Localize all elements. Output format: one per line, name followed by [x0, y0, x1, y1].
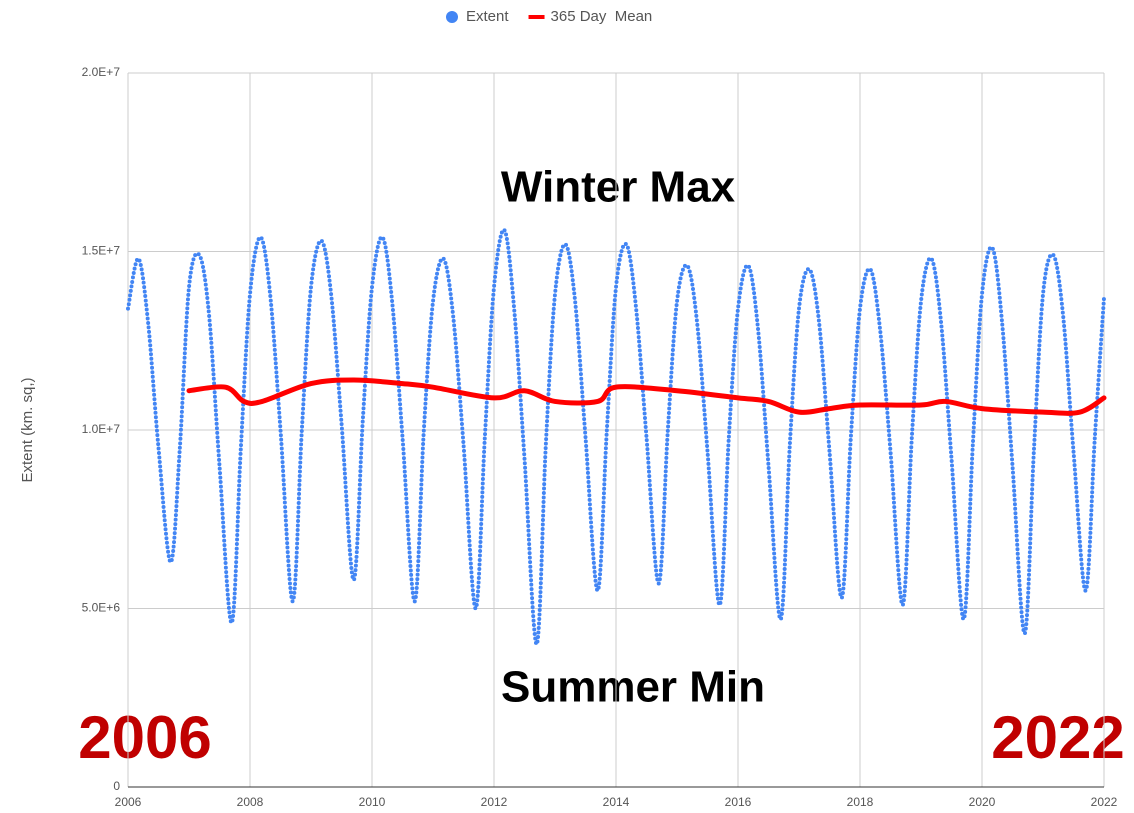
x-tick-label: 2006: [115, 795, 142, 809]
legend-label: 365 Day Mean: [551, 8, 653, 25]
x-tick-label: 2014: [603, 795, 630, 809]
legend-swatch: [528, 15, 545, 19]
x-tick-label: 2012: [481, 795, 508, 809]
y-axis-label: Extent (km. sq,): [19, 377, 36, 482]
annotation: 2022: [991, 704, 1124, 771]
annotation: Winter Max: [501, 163, 736, 212]
annotation: 2006: [78, 704, 211, 771]
extent-points: [126, 227, 1106, 647]
x-tick-label: 2008: [237, 795, 264, 809]
mean-line: [186, 377, 1107, 416]
x-tick-label: 2018: [847, 795, 874, 809]
x-tick-label: 2022: [1091, 795, 1118, 809]
y-tick-label: 2.0E+7: [82, 65, 121, 79]
x-tick-label: 2010: [359, 795, 386, 809]
annotation: Summer Min: [501, 663, 765, 712]
x-tick-label: 2020: [969, 795, 996, 809]
y-tick-label: 0: [113, 779, 120, 793]
legend-swatch: [446, 11, 458, 23]
y-tick-label: 1.0E+7: [82, 422, 121, 436]
x-tick-label: 2016: [725, 795, 752, 809]
legend-label: Extent: [466, 8, 509, 25]
y-tick-label: 1.5E+7: [82, 244, 121, 258]
y-tick-label: 5.0E+6: [82, 601, 121, 615]
